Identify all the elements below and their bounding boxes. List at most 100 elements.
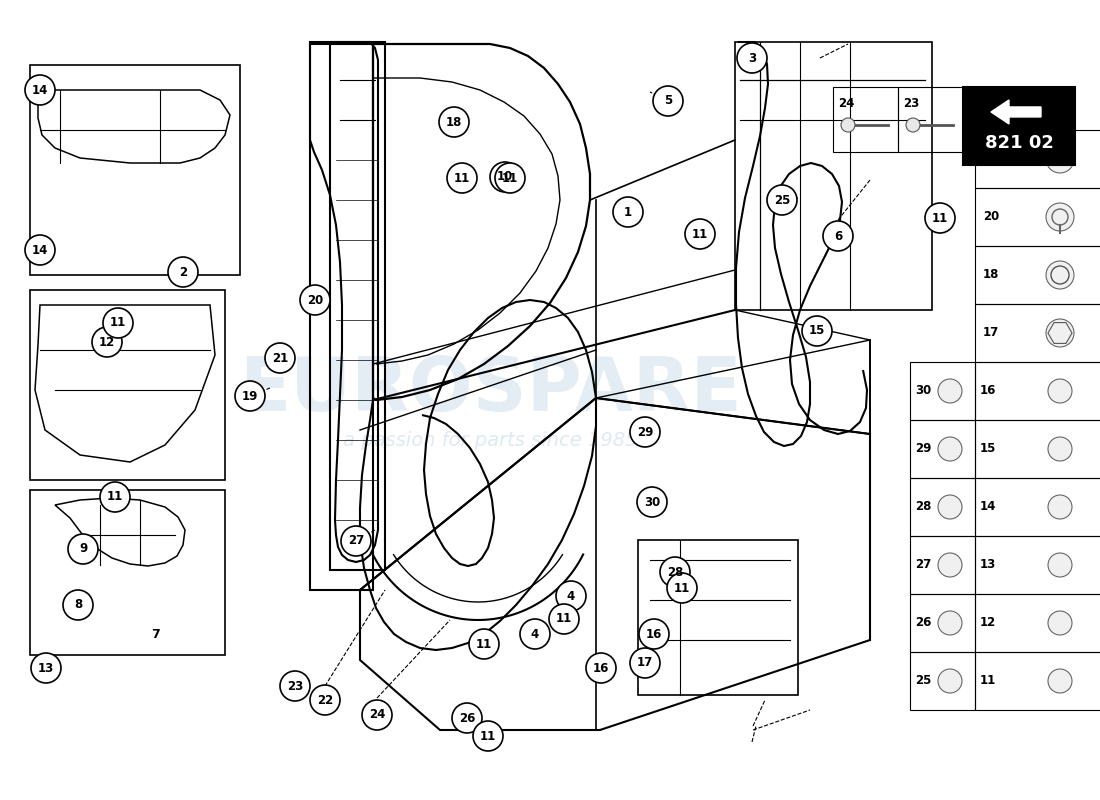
Circle shape (667, 573, 697, 603)
Text: 17: 17 (983, 326, 999, 339)
Text: 4: 4 (531, 627, 539, 641)
Bar (975, 188, 1100, 246)
Bar (975, 478, 1100, 536)
Text: 20: 20 (307, 294, 323, 306)
Circle shape (495, 163, 525, 193)
Bar (975, 304, 1100, 362)
Bar (975, 362, 1100, 420)
Bar (910, 420, 975, 478)
Text: 11: 11 (480, 730, 496, 742)
Text: 15: 15 (980, 442, 997, 455)
Circle shape (906, 118, 920, 132)
Circle shape (1046, 319, 1074, 347)
Circle shape (1050, 266, 1069, 284)
Circle shape (31, 653, 60, 683)
Bar (910, 478, 975, 536)
Text: 11: 11 (556, 613, 572, 626)
Text: 16: 16 (646, 627, 662, 641)
Text: 27: 27 (915, 558, 932, 571)
Text: 14: 14 (32, 243, 48, 257)
Text: 29: 29 (915, 442, 932, 455)
Circle shape (613, 197, 644, 227)
Bar (975, 130, 1100, 188)
Circle shape (630, 417, 660, 447)
Bar (910, 594, 975, 652)
Text: 24: 24 (368, 709, 385, 722)
Text: 16: 16 (593, 662, 609, 674)
Text: 13: 13 (37, 662, 54, 674)
Circle shape (586, 653, 616, 683)
Circle shape (100, 482, 130, 512)
Bar (975, 536, 1100, 594)
Text: 7: 7 (151, 627, 160, 641)
Text: 28: 28 (915, 501, 932, 514)
Circle shape (685, 219, 715, 249)
Circle shape (473, 721, 503, 751)
Circle shape (1046, 261, 1074, 289)
Text: 4: 4 (566, 590, 575, 602)
Text: 22: 22 (317, 694, 333, 706)
Text: 26: 26 (459, 711, 475, 725)
Circle shape (235, 381, 265, 411)
Text: 8: 8 (74, 598, 82, 611)
Circle shape (265, 343, 295, 373)
Circle shape (168, 257, 198, 287)
Text: 19: 19 (242, 390, 258, 402)
Circle shape (549, 604, 579, 634)
Text: 14: 14 (32, 83, 48, 97)
Circle shape (737, 43, 767, 73)
Circle shape (63, 590, 94, 620)
Circle shape (92, 327, 122, 357)
Text: 11: 11 (980, 674, 997, 687)
Circle shape (68, 534, 98, 564)
Bar (638, 540, 798, 695)
Text: 28: 28 (667, 566, 683, 578)
Text: 3: 3 (748, 51, 756, 65)
Circle shape (1048, 669, 1072, 693)
Circle shape (842, 118, 855, 132)
Text: 26: 26 (915, 617, 932, 630)
Circle shape (25, 75, 55, 105)
Text: 29: 29 (637, 426, 653, 438)
Circle shape (469, 629, 499, 659)
Bar (975, 652, 1100, 710)
Bar (975, 246, 1100, 304)
Text: 15: 15 (808, 325, 825, 338)
Circle shape (520, 619, 550, 649)
Circle shape (1054, 153, 1066, 165)
Circle shape (767, 185, 798, 215)
Text: 20: 20 (983, 210, 999, 223)
Bar (910, 362, 975, 420)
Circle shape (823, 221, 852, 251)
Circle shape (637, 487, 667, 517)
Text: 24: 24 (838, 97, 855, 110)
Text: EUROSPARE: EUROSPARE (239, 354, 741, 426)
Circle shape (1048, 437, 1072, 461)
Circle shape (1046, 145, 1074, 173)
Text: 5: 5 (664, 94, 672, 107)
Bar (30, 65, 240, 275)
Circle shape (300, 285, 330, 315)
Bar (975, 594, 1100, 652)
Circle shape (310, 685, 340, 715)
Circle shape (938, 611, 962, 635)
Circle shape (1048, 553, 1072, 577)
Circle shape (925, 203, 955, 233)
Text: 11: 11 (110, 317, 126, 330)
Text: 9: 9 (79, 542, 87, 555)
Text: 11: 11 (932, 211, 948, 225)
Text: 23: 23 (903, 97, 920, 110)
Circle shape (938, 669, 962, 693)
Circle shape (490, 162, 520, 192)
Text: 21: 21 (272, 351, 288, 365)
Text: 11: 11 (107, 490, 123, 503)
Circle shape (938, 437, 962, 461)
Circle shape (1048, 611, 1072, 635)
Bar (30, 490, 225, 655)
Circle shape (362, 700, 392, 730)
Bar (910, 536, 975, 594)
Circle shape (1048, 379, 1072, 403)
Text: 27: 27 (348, 534, 364, 547)
Circle shape (25, 235, 55, 265)
Text: 12: 12 (99, 335, 116, 349)
